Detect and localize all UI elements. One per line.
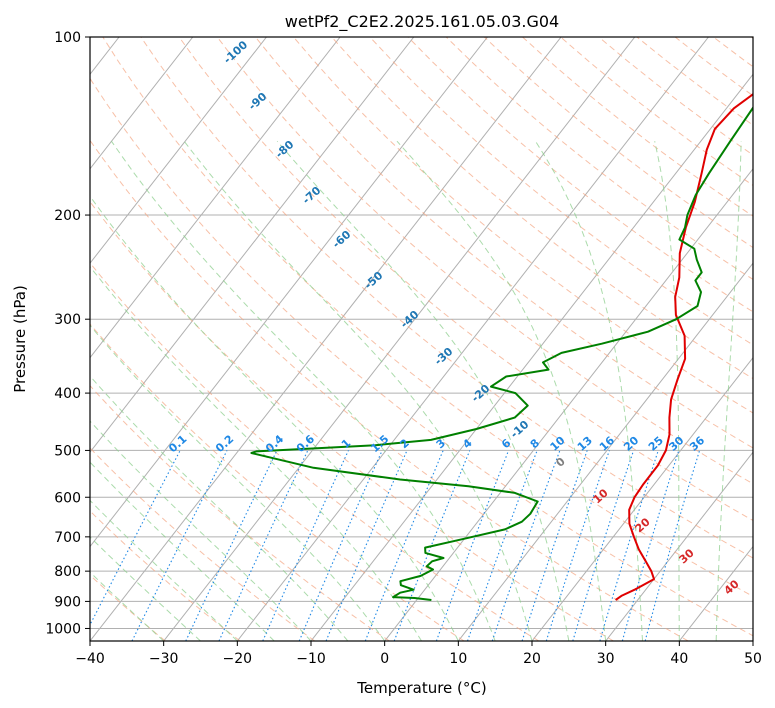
isotherm-line <box>236 37 709 641</box>
x-tick-label: 30 <box>597 651 615 667</box>
y-tick-label: 800 <box>54 564 81 580</box>
mixing-ratio-line <box>572 450 635 641</box>
dry-adiabat-line <box>331 37 753 380</box>
y-tick-label: 400 <box>54 386 81 402</box>
isotherm-line <box>90 37 194 170</box>
dry-adiabat-line <box>407 37 753 313</box>
chart-title: wetPf2_C2E2.2025.161.05.03.G04 <box>285 12 559 32</box>
y-tick-label: 300 <box>54 312 81 328</box>
dry-adiabat-line <box>90 384 390 641</box>
mixing-ratio-line <box>393 450 471 641</box>
dry-adiabat-line <box>102 37 753 597</box>
x-tick-label: −30 <box>149 651 179 667</box>
mixing-ratio-line <box>298 450 383 641</box>
y-tick-label: 900 <box>54 594 81 610</box>
y-tick-label: 700 <box>54 530 81 546</box>
x-tick-label: 10 <box>449 651 467 667</box>
x-tick-label: −20 <box>223 651 253 667</box>
dry-adiabat-line <box>90 323 465 641</box>
mixing-ratio-line <box>364 450 444 641</box>
x-tick-label: −10 <box>296 651 326 667</box>
dry-adiabat-line <box>178 37 753 522</box>
x-axis: −40 −30 −20 −10 0 10 20 30 40 50 <box>75 641 762 667</box>
moist-adiabat-line <box>396 140 607 641</box>
y-tick-label: 500 <box>54 443 81 459</box>
plot-area: -100-90-80-70-60-50-40-30-20-100.1 0.2 0.4… <box>90 37 753 641</box>
x-tick-label: 40 <box>670 651 688 667</box>
y-axis-label: Pressure (hPa) <box>11 285 29 393</box>
moist-adiabat-line <box>535 140 643 641</box>
dry-adiabat-line <box>369 37 753 346</box>
x-tick-label: 50 <box>744 651 762 667</box>
isotherm-line <box>457 262 753 641</box>
dry-adiabat-line <box>293 37 753 414</box>
dry-adiabat-line <box>90 139 689 641</box>
isotherm-line <box>310 73 753 641</box>
mixing-ratio-line <box>521 450 588 641</box>
moist-adiabat-line <box>90 375 349 641</box>
isotherm-line <box>605 451 753 641</box>
dry-adiabat-line <box>90 200 614 641</box>
mixing-ratio-line <box>435 450 510 641</box>
mixing-ratio-line <box>131 450 228 641</box>
mixing-ratio-line <box>545 450 610 641</box>
mixing-ratio-line <box>644 450 701 641</box>
x-tick-label: 0 <box>380 651 389 667</box>
profile-series <box>250 93 753 601</box>
plot-frame <box>89 36 754 642</box>
mixing-ratio-line <box>325 450 408 641</box>
dry-adiabat-line <box>90 574 166 641</box>
moist-adiabat-line <box>276 140 570 641</box>
moist-adiabat-line <box>90 265 422 641</box>
mixing-ratio-line <box>466 450 538 641</box>
dry-adiabat-line <box>140 37 753 559</box>
mixing-ratio-line <box>262 450 349 641</box>
isotherm-line <box>90 37 341 359</box>
temperature-profile-line <box>615 93 753 601</box>
dry-adiabat-line <box>90 77 753 637</box>
isotherm-line <box>90 37 415 453</box>
dewpoint-profile-line <box>250 106 753 601</box>
y-tick-label: 600 <box>54 490 81 506</box>
y-axis: 100 200 300 400 500 600 700 800 900 1000 <box>45 30 90 637</box>
moist-adiabat-line <box>90 324 386 641</box>
mixing-ratio-line <box>491 450 561 641</box>
y-tick-label: 1000 <box>45 621 81 637</box>
isotherm-line <box>163 37 636 641</box>
dry-adiabats <box>90 37 753 641</box>
isotherm-line <box>90 37 267 265</box>
x-tick-label: 20 <box>523 651 541 667</box>
y-tick-label: 200 <box>54 208 81 224</box>
moist-adiabat-line <box>110 140 496 641</box>
mixing-ratio-lines <box>90 450 701 641</box>
isotherm-line <box>531 356 753 641</box>
x-tick-label: −40 <box>75 651 105 667</box>
moist-adiabat-line <box>715 141 742 641</box>
moist-adiabat-line <box>90 420 312 641</box>
pressure-gridlines <box>90 37 753 629</box>
moist-adiabat-line <box>90 195 459 641</box>
dry-adiabat-line <box>90 262 540 641</box>
x-axis-label: Temperature (°C) <box>356 679 486 697</box>
mixing-ratio-line <box>621 450 680 641</box>
moist-adiabat-line <box>183 140 533 641</box>
mixing-ratio-line <box>599 450 659 641</box>
isotherm-line <box>90 37 488 548</box>
y-tick-label: 100 <box>54 30 81 46</box>
dry-adiabat-line <box>90 447 315 641</box>
moist-adiabats <box>90 140 742 641</box>
